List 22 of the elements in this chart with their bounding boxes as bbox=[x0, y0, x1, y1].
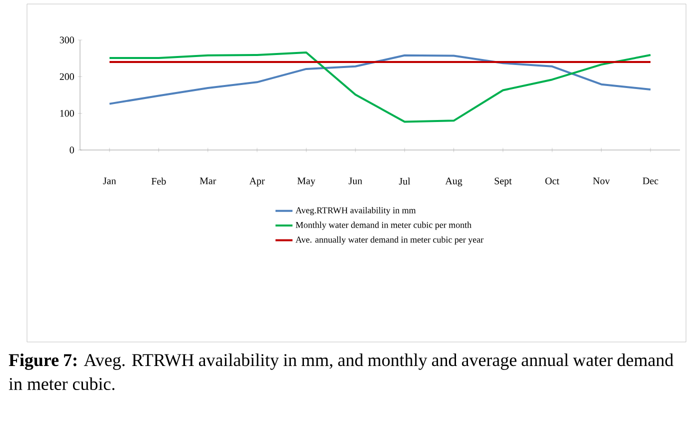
y-tick-label: 300 bbox=[60, 36, 74, 44]
x-tick-label: Feb bbox=[152, 178, 166, 185]
legend-label: Aveg.RTRWH availability in mm bbox=[296, 206, 416, 216]
legend-label: Monthly water demand in meter cubic per month bbox=[296, 222, 472, 230]
x-tick-label: Oct bbox=[545, 178, 560, 184]
x-tick-label: Aug bbox=[445, 178, 462, 186]
x-tick-label: Mar bbox=[200, 178, 216, 184]
x-tick-label: Jul bbox=[398, 178, 410, 185]
x-tick-label: May bbox=[297, 178, 316, 186]
text: Figure 7: Aveg. RTRWH availability in mm, and monthly and average annual water demand in meter cubic. bbox=[8, 354, 674, 390]
x-tick-label: Jan bbox=[103, 178, 116, 184]
y-tick-label: 0 bbox=[70, 146, 74, 154]
legend-label: Ave. annually water demand in meter cubic per year bbox=[296, 236, 484, 245]
x-tick-label: Sept bbox=[494, 178, 512, 186]
x-tick-label: Dec bbox=[642, 178, 658, 184]
x-tick-label: Apr bbox=[249, 178, 265, 186]
line-series bbox=[108, 51, 652, 123]
x-tick-label: Nov bbox=[593, 178, 610, 184]
line-series bbox=[108, 54, 652, 105]
x-tick-label: Jun bbox=[348, 178, 362, 184]
y-tick-label: 200 bbox=[60, 73, 74, 80]
y-tick-label: 100 bbox=[60, 110, 74, 117]
